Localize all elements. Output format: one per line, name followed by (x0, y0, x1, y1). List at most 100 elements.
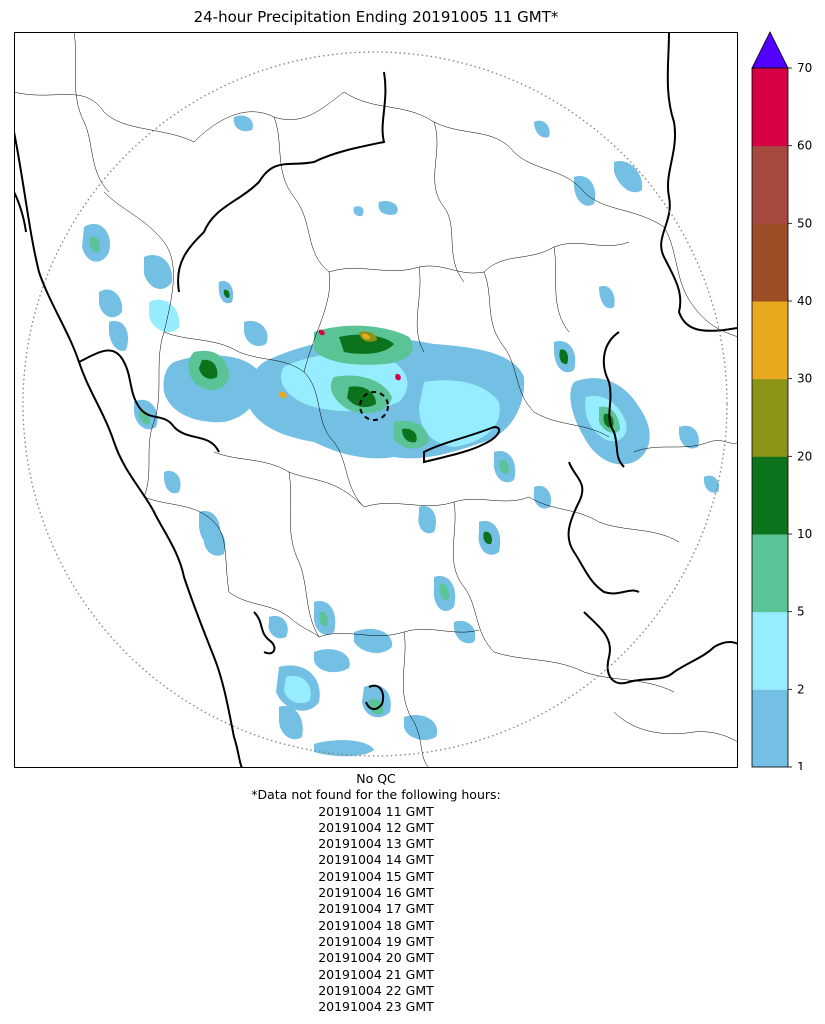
precip-area-light (233, 115, 253, 132)
state-boundary (660, 32, 738, 332)
state-boundary (567, 461, 640, 595)
district-boundary (303, 271, 331, 373)
precip-area-green (439, 583, 450, 601)
missing-data-note: *Data not found for the following hours: (251, 787, 501, 803)
missing-hour: 20191004 22 GMT (318, 982, 434, 998)
missing-hour: 20191004 12 GMT (318, 819, 434, 835)
precip-area-light (314, 740, 374, 757)
colorbar-segment (752, 611, 788, 690)
precip-area-light (404, 714, 438, 741)
colorbar-border (751, 67, 789, 768)
precip-area-light (244, 320, 268, 347)
colorbar-segment (752, 145, 788, 224)
district-boundary (343, 91, 515, 153)
missing-hour: 20191004 11 GMT (318, 803, 434, 819)
district-boundary (14, 91, 195, 143)
district-boundary (228, 591, 320, 638)
precip-area-light (203, 526, 226, 556)
colorbar-tick-label: 2 (797, 682, 805, 696)
precip-area-light (534, 120, 550, 138)
precip-area-dark-green (347, 386, 376, 408)
state-boundary (173, 426, 220, 453)
colorbar-segment (752, 378, 788, 457)
precip-area-green (319, 611, 329, 627)
colorbar-tick-label: 40 (797, 294, 812, 308)
map-title: 24-hour Precipitation Ending 20191005 11… (193, 8, 559, 26)
district-boundary (553, 246, 570, 333)
precip-area-dark-green (223, 289, 230, 298)
precip-area-dark-green (339, 334, 394, 354)
colorbar-segment (752, 534, 788, 613)
district-boundary (663, 226, 738, 338)
precip-area-light (533, 485, 552, 509)
precip-area-light (679, 425, 699, 449)
colorbar-segment (752, 689, 788, 768)
precip-area-light (599, 285, 615, 309)
state-boundary (583, 611, 738, 685)
precip-area-light (314, 649, 350, 673)
radar-marker (359, 391, 389, 421)
district-boundary (143, 331, 165, 498)
precip-area-green (368, 699, 384, 715)
precip-area-light (268, 615, 288, 639)
district-boundary (613, 711, 738, 743)
colorbar-tick-label: 30 (797, 372, 812, 386)
precip-area-dark-green (402, 428, 417, 443)
district-boundary (483, 271, 535, 413)
precip-area-red (395, 373, 401, 381)
district-boundary (273, 116, 330, 273)
precip-area-green (89, 236, 100, 253)
district-boundary (143, 496, 230, 593)
district-boundary (633, 440, 738, 453)
precip-area-light (164, 470, 181, 494)
state-boundary (602, 331, 625, 468)
missing-hour: 20191004 20 GMT (318, 950, 434, 966)
missing-hour: 20191004 14 GMT (318, 852, 434, 868)
precip-area-orange (362, 333, 371, 340)
district-boundary (288, 471, 320, 638)
map-canvas (14, 32, 738, 768)
state-boundary (14, 191, 27, 233)
precip-area-light (704, 475, 720, 493)
colorbar-tick-label: 1 (797, 760, 805, 770)
precip-area-light (144, 254, 173, 289)
missing-hour: 20191004 21 GMT (318, 966, 434, 982)
state-boundary (78, 349, 175, 428)
precip-area-dark-green (483, 531, 493, 545)
precip-area-light (378, 201, 398, 215)
colorbar-tick-label: 70 (797, 61, 812, 75)
state-boundaries (14, 32, 738, 768)
colorbar-tick-label: 20 (797, 449, 812, 463)
precip-area-light (418, 506, 437, 534)
district-boundary (303, 371, 365, 508)
precip-area-light (279, 706, 303, 740)
district-boundary (433, 121, 465, 283)
district-boundary (403, 631, 430, 768)
colorbar-tick-label: 10 (797, 527, 812, 541)
missing-hours-list: 20191004 11 GMT 20191004 12 GMT 20191004… (14, 804, 738, 1016)
missing-hour: 20191004 18 GMT (318, 917, 434, 933)
precip-area-dark-green (199, 359, 218, 379)
colorbar-segment (752, 223, 788, 302)
district-boundary (103, 191, 174, 333)
precip-area-red (318, 329, 325, 336)
missing-hour: 20191004 16 GMT (318, 885, 434, 901)
district-boundary (513, 151, 665, 228)
precip-area-light (353, 206, 364, 217)
precip-area-light (99, 289, 123, 318)
precip-area-light (109, 321, 129, 351)
precip-area-light (573, 176, 596, 206)
district-boundary (528, 496, 680, 543)
missing-hour: 20191004 17 GMT (318, 901, 434, 917)
missing-hour: 20191004 19 GMT (318, 933, 434, 949)
colorbar-canvas: 1 2 5 10 20 30 40 50 60 70 (751, 31, 812, 774)
footer-notes: No QC *Data not found for the following … (14, 771, 738, 1015)
district-boundary (163, 331, 305, 373)
district-boundaries (14, 32, 738, 768)
colorbar-segment (752, 68, 788, 147)
precip-area-orange (278, 391, 287, 399)
coastline (14, 131, 243, 768)
colorbar: 1 2 5 10 20 30 40 50 60 70 (740, 30, 825, 774)
state-boundary (365, 684, 385, 710)
state-boundary (177, 71, 387, 293)
